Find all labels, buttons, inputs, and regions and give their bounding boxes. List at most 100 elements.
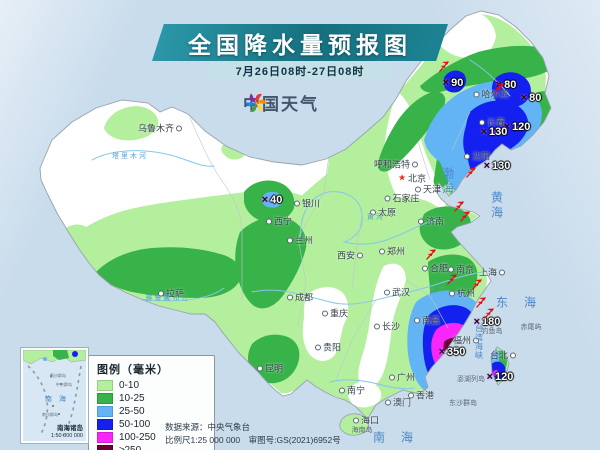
city-label: 西宁 bbox=[273, 216, 293, 227]
city-label: 拉萨 bbox=[165, 288, 185, 299]
island-label: 钓鱼岛 bbox=[481, 328, 503, 335]
legend-item-label: 0-10 bbox=[119, 380, 140, 391]
legend-swatch bbox=[97, 393, 113, 404]
city-label: 福州 bbox=[452, 335, 472, 346]
river-label: 雅鲁藏布江 bbox=[145, 295, 191, 302]
precip-center-x-icon: × bbox=[473, 316, 481, 328]
wind-barb-icon bbox=[475, 296, 488, 309]
wind-barb-icon bbox=[459, 210, 472, 223]
precip-center-marker: × 120 bbox=[487, 371, 514, 383]
city-marker: 杭州 bbox=[448, 287, 475, 300]
city-dot-icon bbox=[157, 290, 164, 296]
precip-center-value: 180 bbox=[482, 316, 501, 328]
city-dot-icon bbox=[265, 218, 272, 224]
legend-swatch bbox=[97, 380, 113, 391]
city-dot-icon bbox=[447, 266, 454, 272]
city-dot-icon bbox=[352, 417, 359, 423]
city-dot-icon bbox=[473, 337, 480, 343]
legend-item: 0-10 bbox=[97, 380, 206, 391]
wind-barb-icon bbox=[438, 60, 451, 73]
city-label: 武汉 bbox=[391, 287, 411, 298]
river-label: 塔里木河 bbox=[112, 153, 148, 160]
city-marker: 广州 bbox=[388, 371, 416, 384]
city-label: 上海 bbox=[478, 267, 498, 278]
china-border bbox=[39, 10, 552, 421]
no-precip-holes bbox=[302, 12, 496, 408]
city-label: 香港 bbox=[415, 390, 435, 401]
city-dot-icon bbox=[448, 290, 455, 296]
city-marker: 西安 bbox=[337, 249, 364, 262]
precip-center-value: 40 bbox=[270, 194, 283, 206]
legend-swatch bbox=[97, 419, 113, 430]
city-marker: 台北 bbox=[489, 349, 517, 362]
legend-item-label: 100-250 bbox=[119, 432, 156, 443]
map-footnotes: 数据来源：中央气象台 比例尺1:25 000 000 审图号:GS(2021)6… bbox=[165, 421, 341, 447]
wind-barb-icon bbox=[493, 82, 506, 95]
island-label: 东沙群岛 bbox=[449, 400, 477, 407]
city-marker: 昆明 bbox=[256, 362, 283, 375]
wind-barb-icon bbox=[453, 200, 466, 213]
capital-star-icon: ★ bbox=[397, 172, 407, 183]
city-label: 银川 bbox=[301, 198, 321, 209]
city-dot-icon bbox=[407, 392, 414, 398]
precip-center-x-icon: × bbox=[503, 121, 511, 133]
legend-item: 10-25 bbox=[97, 393, 206, 404]
wind-barb-icon bbox=[425, 248, 438, 261]
river-label: 长江 bbox=[429, 287, 447, 294]
wind-barb-icon bbox=[446, 273, 459, 286]
city-marker: 南宁 bbox=[338, 384, 366, 397]
legend-item-label: ≥250 bbox=[119, 445, 141, 450]
city-label: 郑州 bbox=[386, 246, 406, 257]
city-dot-icon bbox=[510, 352, 517, 358]
city-marker: 呼和浩特 bbox=[373, 158, 419, 171]
inset-island-label: 南沙群岛 bbox=[41, 412, 59, 417]
city-marker: 拉萨 bbox=[157, 287, 185, 300]
city-label: 南昌 bbox=[421, 315, 441, 326]
city-dot-icon bbox=[384, 399, 391, 405]
sea-label: 台湾海峡 bbox=[474, 324, 484, 360]
city-dot-icon bbox=[293, 200, 300, 206]
city-dot-icon bbox=[473, 91, 480, 97]
city-label: 长春 bbox=[486, 117, 506, 128]
pinwheel-icon bbox=[245, 93, 267, 113]
legend-item-label: 10-25 bbox=[119, 393, 145, 404]
city-marker: 石家庄 bbox=[384, 192, 420, 205]
city-marker: 武汉 bbox=[383, 286, 411, 299]
city-dot-icon bbox=[314, 344, 321, 350]
city-label: 南宁 bbox=[346, 385, 366, 396]
city-label: 成都 bbox=[294, 292, 314, 303]
precip-center-value: 120 bbox=[512, 121, 531, 133]
city-label: 石家庄 bbox=[392, 193, 420, 204]
city-marker: 贵阳 bbox=[314, 341, 341, 354]
island-label: 赤尾屿 bbox=[520, 324, 542, 331]
legend-item: 100-250 bbox=[97, 432, 206, 443]
city-label: 沈阳 bbox=[471, 151, 491, 162]
city-marker: 南京 bbox=[447, 263, 474, 276]
legend-item: ≥250 bbox=[97, 445, 206, 450]
inset-scale: 1:50 000 000 bbox=[50, 433, 83, 439]
city-label: 澳门 bbox=[392, 397, 412, 408]
wind-barb-icon bbox=[483, 307, 496, 320]
precip-center-marker: × 180 bbox=[474, 316, 501, 328]
precip-center-marker: × 350 bbox=[439, 346, 466, 358]
city-label: 呼和浩特 bbox=[373, 159, 411, 170]
city-label: 广州 bbox=[396, 372, 416, 383]
wind-barb-icon bbox=[465, 166, 478, 179]
city-dot-icon bbox=[499, 269, 506, 275]
city-label: 台北 bbox=[489, 350, 509, 361]
inset-island-label: 中沙群岛 bbox=[55, 382, 73, 387]
inset-title: 南海诸岛 bbox=[57, 425, 83, 432]
wind-barb-icon bbox=[471, 278, 484, 291]
city-dot-icon bbox=[383, 289, 390, 295]
city-dot-icon bbox=[388, 374, 395, 380]
sea-label: 渤海 bbox=[440, 167, 455, 197]
precip-center-value: 130 bbox=[489, 126, 508, 138]
sea-label: 南海 bbox=[372, 430, 430, 445]
city-dot-icon bbox=[417, 218, 424, 224]
city-dot-icon bbox=[373, 323, 380, 329]
precip-center-value: 80 bbox=[504, 79, 517, 91]
city-marker: 乌鲁木齐 bbox=[138, 122, 183, 135]
city-dot-icon bbox=[378, 248, 385, 254]
